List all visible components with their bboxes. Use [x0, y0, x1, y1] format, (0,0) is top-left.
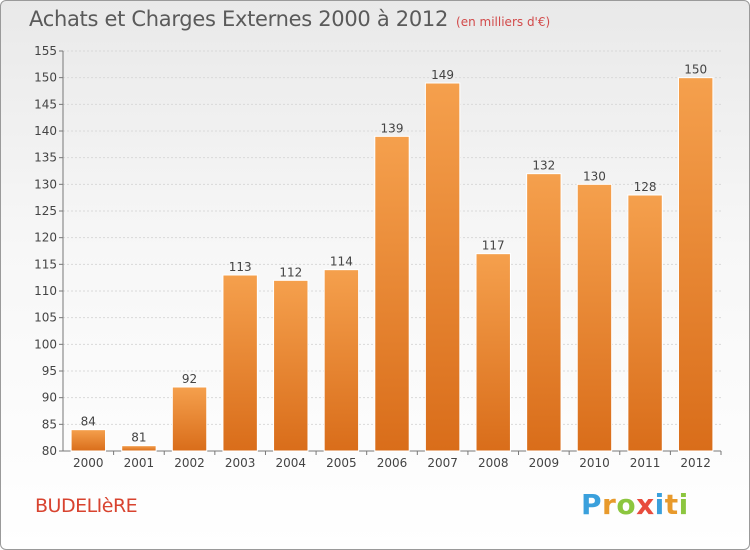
x-tick-label: 2009 — [529, 456, 560, 470]
y-tick-label: 105 — [34, 311, 57, 325]
bar — [273, 279, 309, 452]
data-label: 139 — [381, 121, 404, 135]
bar — [627, 194, 663, 452]
data-label: 112 — [279, 265, 302, 279]
x-tick-label: 2000 — [73, 456, 104, 470]
data-labels: 84 81 92 113 112 114 139 149 117 132 130 128 150 — [81, 63, 707, 445]
x-tick-label: 2006 — [377, 456, 408, 470]
bar — [171, 386, 208, 452]
x-tick-label: 2001 — [124, 456, 155, 470]
data-label: 117 — [482, 239, 505, 253]
y-tick-label: 130 — [34, 177, 57, 191]
y-tick-label: 85 — [42, 417, 57, 431]
data-label: 113 — [229, 260, 252, 274]
bar — [526, 173, 562, 452]
bar — [677, 77, 714, 452]
bar — [374, 135, 410, 452]
y-tick-label: 145 — [34, 97, 57, 111]
data-label: 81 — [131, 431, 146, 445]
data-label: 128 — [634, 180, 657, 194]
y-tick-label: 90 — [42, 391, 57, 405]
bar — [121, 445, 157, 452]
bar — [424, 82, 461, 452]
bar — [576, 183, 613, 452]
y-tick-label: 110 — [34, 284, 57, 298]
chart-title-unit: (en milliers d'€) — [456, 15, 551, 29]
x-tick-label: 2004 — [275, 456, 306, 470]
bars — [70, 77, 714, 452]
x-tick-label: 2002 — [174, 456, 205, 470]
y-tick-label: 80 — [42, 444, 57, 458]
proxiti-logo: Proxiti — [581, 488, 689, 521]
y-tick-label: 100 — [34, 337, 57, 351]
y-tick-label: 115 — [34, 257, 57, 271]
data-label: 150 — [684, 63, 707, 77]
x-tick-label: 2010 — [579, 456, 610, 470]
y-tick-label: 140 — [34, 124, 57, 138]
y-tick-label: 155 — [34, 44, 57, 58]
x-tick-label: 2005 — [326, 456, 357, 470]
data-label: 84 — [81, 415, 96, 429]
chart-title: Achats et Charges Externes 2000 à 2012 (e… — [29, 7, 550, 31]
bar — [323, 269, 360, 452]
y-tick-labels: 80 85 90 95 100 105 110 115 120 125 130 135 140 145 15… — [34, 44, 57, 458]
data-label: 132 — [532, 159, 555, 173]
y-tick-label: 120 — [34, 231, 57, 245]
bar — [475, 253, 511, 452]
bar — [70, 429, 107, 452]
chart-title-main: Achats et Charges Externes 2000 à 2012 — [29, 7, 449, 31]
x-tick-labels: 2000 2001 2002 2003 2004 2005 2006 2007 2008 2009… — [73, 456, 711, 470]
x-tick-label: 2007 — [427, 456, 458, 470]
x-tick-label: 2008 — [478, 456, 509, 470]
data-label: 92 — [182, 372, 197, 386]
data-label: 114 — [330, 255, 353, 269]
y-tick-label: 150 — [34, 71, 57, 85]
y-tick-label: 135 — [34, 151, 57, 165]
y-tick-label: 95 — [42, 364, 57, 378]
y-tick-label: 125 — [34, 204, 57, 218]
x-tick-label: 2011 — [630, 456, 661, 470]
data-label: 149 — [431, 68, 454, 82]
commune-name: BUDELIèRE — [35, 495, 138, 517]
data-label: 130 — [583, 169, 606, 183]
bar — [222, 274, 258, 452]
x-tick-label: 2003 — [225, 456, 256, 470]
x-tick-label: 2012 — [680, 456, 711, 470]
